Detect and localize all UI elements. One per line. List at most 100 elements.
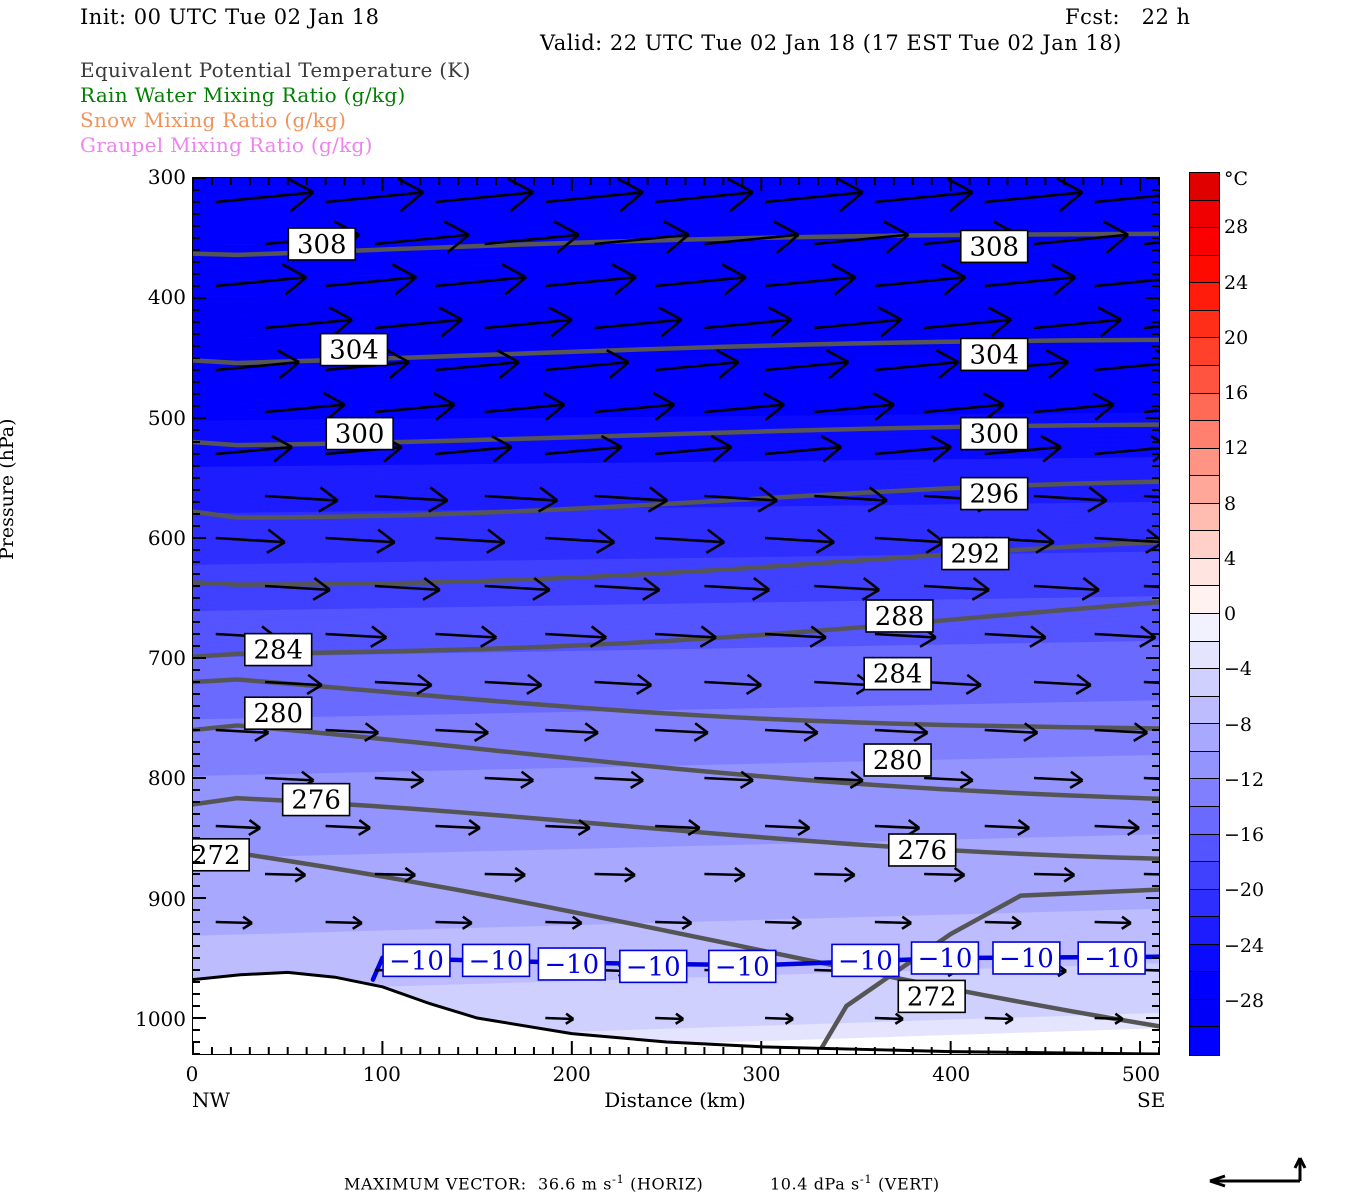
label-text: 304: [329, 336, 379, 366]
wind-vector-arrow: [655, 819, 701, 837]
wind-vector-arrow: [1094, 349, 1159, 379]
wind-vector-arrow: [484, 770, 535, 790]
label-text: −10: [918, 944, 973, 974]
wind-vector-arrow: [764, 819, 811, 837]
wind-vector-arrow: [215, 528, 286, 554]
colorbar-cell: [1190, 999, 1219, 1028]
colorbar-tick-4: 4: [1224, 547, 1237, 570]
wind-vector-arrow: [874, 722, 929, 742]
label-box: [910, 941, 980, 975]
y-axis-tick-labels: 300 400 500 600 700 800 900 1000: [120, 165, 186, 1055]
wind-vector-arrow: [215, 915, 253, 930]
wind-vector-arrow: [484, 220, 580, 254]
theta-e-contour-284: [193, 677, 1159, 731]
x-axis-title: Distance (km): [604, 1088, 746, 1112]
wind-vector-arrow: [1094, 1012, 1124, 1025]
wind-vector-arrow: [545, 434, 623, 463]
label-text: 280: [253, 699, 303, 729]
wind-vector-arrow: [484, 391, 566, 421]
wind-vector-arrow: [1143, 409, 1159, 414]
wind-vector-arrow: [215, 263, 308, 296]
wind-vector-arrow: [484, 866, 526, 883]
wind-vector-arrow: [704, 770, 754, 790]
colorbar-tick-28: 28: [1224, 216, 1249, 239]
label-text: 284: [873, 660, 923, 690]
wind-vector-arrow: [1033, 866, 1076, 883]
wind-vector-arrow: [874, 434, 952, 463]
max-vector-label: MAXIMUM VECTOR: 36.6 m s: [344, 1174, 613, 1194]
max-vector-vertical-text: 10.4 dPa s-1 (VERT): [770, 1172, 940, 1193]
theta-e-label-308: 308: [959, 229, 1029, 264]
wind-vector-arrow: [655, 722, 709, 742]
wind-vector-arrow: [764, 349, 850, 379]
colorbar-cell: [1190, 365, 1219, 394]
label-box: [831, 943, 900, 978]
y-axis-tick-400: 400: [147, 285, 186, 310]
label-text: −10: [999, 944, 1054, 974]
label-box: [244, 696, 313, 730]
temperature-band: [193, 188, 1159, 194]
wind-vector-arrow: [764, 722, 819, 742]
forecast-hour-text: Fcst: 22 h: [1065, 5, 1191, 29]
theta-e-label-292: 292: [941, 536, 1010, 571]
label-text: −10: [626, 952, 681, 982]
label-box: [382, 943, 451, 978]
isotherm-minus10-label: −10: [537, 947, 607, 981]
wind-vector-arrow: [874, 1012, 904, 1025]
theta-e-contour-288: [193, 599, 1159, 660]
colorbar-tick-16: 16: [1224, 382, 1249, 404]
y-axis-tick-800: 800: [147, 766, 186, 791]
theta-e-label-300: 300: [325, 416, 394, 451]
isotherm-minus10-label: −10: [461, 943, 531, 978]
colorbar-unit-label: °C: [1224, 168, 1249, 190]
label-box: [244, 632, 313, 667]
label-text: −10: [838, 946, 893, 976]
contour-labels: 308 308 304 304 300 300 296 292 288 284 284 280 280 2…: [193, 227, 1146, 1014]
wind-vector-arrow: [374, 391, 456, 421]
axis-ticks: [193, 178, 1159, 1054]
wind-vector-arrow: [215, 819, 261, 837]
y-axis-tick-700: 700: [147, 646, 186, 671]
wind-vector-arrow: [545, 722, 599, 742]
wind-vector-arrow: [764, 915, 803, 930]
wind-vector-arrow: [325, 915, 363, 930]
theta-e-label-288: 288: [865, 599, 934, 633]
y-axis-tick-900: 900: [147, 886, 186, 911]
init-time-text: Init: 00 UTC Tue 02 Jan 18: [80, 5, 380, 29]
theta-e-label-304: 304: [319, 332, 389, 367]
colorbar-cell: [1190, 751, 1219, 780]
wind-vector-arrow: [594, 306, 683, 338]
label-box: [281, 782, 351, 817]
temperature-shading: [193, 178, 1159, 1054]
wind-vector-arrow: [764, 434, 843, 463]
wind-vector-arrow: [435, 263, 527, 296]
isotherm-minus10-label: −10: [831, 943, 900, 978]
colorbar-tick-labels: 28 24 20 16 12 8 4 0 −4 −8 −12 −16 −20 −24 −28: [1224, 172, 1334, 1056]
temperature-band: [193, 178, 1159, 184]
colorbar-cell: [1190, 779, 1219, 807]
label-text: 272: [907, 982, 957, 1012]
wind-vector-arrow: [264, 673, 323, 695]
label-text: −10: [389, 946, 444, 976]
wind-vector-arrow: [984, 178, 1084, 212]
temperature-band: [193, 182, 1159, 189]
plot-canvas: 308 308 304 304 300 300 296 292 288 284 284 280 280 2…: [193, 178, 1159, 1054]
wind-vector-arrow: [984, 625, 1047, 648]
theta-e-label-308: 308: [287, 227, 357, 261]
label-text: 300: [969, 420, 1019, 450]
wind-vector-arrow: [655, 1012, 685, 1025]
wind-vector-arrow: [704, 866, 746, 883]
legend-snow: Snow Mixing Ratio (g/kg): [80, 108, 347, 132]
wind-vector-arrow: [1143, 325, 1159, 330]
label-text: 280: [873, 746, 923, 776]
label-text: 308: [969, 232, 1019, 262]
colorbar-cell: [1190, 448, 1219, 477]
wind-vector-arrow: [1094, 722, 1149, 742]
wind-vector-arrow: [594, 673, 653, 695]
wind-vector-arrow: [435, 819, 481, 837]
wind-vector-arrow: [655, 915, 693, 930]
wind-vector-arrow: [484, 486, 559, 513]
label-box: [897, 979, 966, 1014]
colorbar-tick--28: −28: [1224, 989, 1265, 1012]
colorbar-cell: [1190, 944, 1219, 973]
